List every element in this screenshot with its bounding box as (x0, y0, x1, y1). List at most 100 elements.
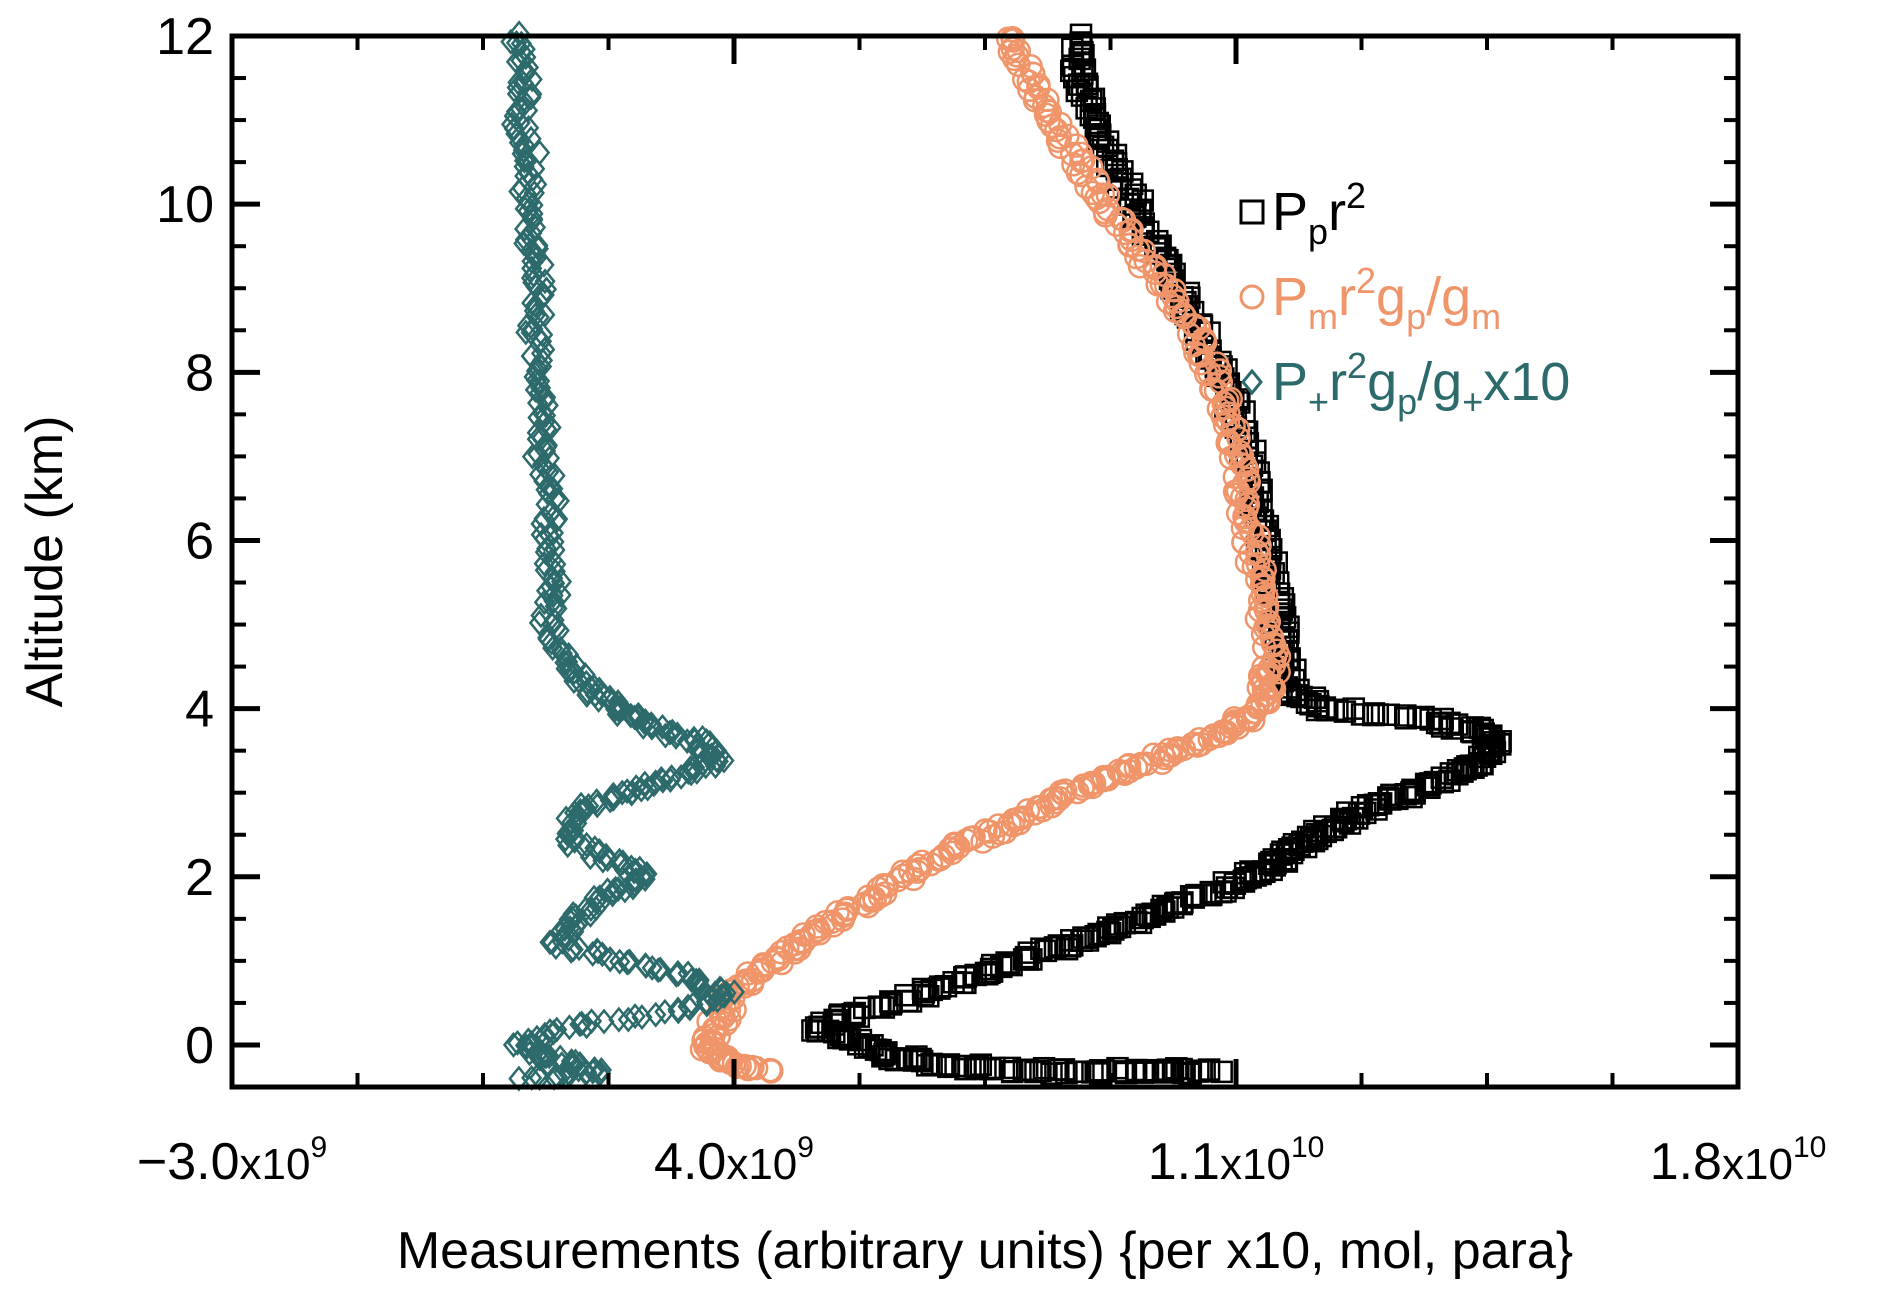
y-tick-label: 8 (185, 344, 214, 402)
data-point (616, 778, 638, 805)
data-point (951, 971, 974, 994)
data-point (518, 1040, 541, 1067)
data-point (576, 682, 598, 708)
data-point (520, 84, 542, 111)
data-point (1416, 773, 1439, 797)
data-point (682, 991, 704, 1018)
data-point (540, 629, 563, 656)
data-point (695, 988, 718, 1015)
plot-frame (229, 33, 1741, 1090)
data-point (1229, 484, 1255, 510)
data-point (998, 1056, 1022, 1080)
legend-label-part: 2 (1347, 345, 1367, 386)
x-tick-exponent: 10 (1291, 1131, 1324, 1164)
legend-label-part: + (1462, 381, 1483, 422)
data-point (1102, 918, 1125, 941)
data-point (534, 402, 557, 429)
data-point (1089, 123, 1112, 146)
x-tick-times: x10 (240, 1140, 311, 1189)
data-point (620, 702, 642, 729)
data-point (788, 928, 813, 954)
data-point (557, 832, 579, 859)
x-tick-exponent: 10 (1793, 1131, 1826, 1164)
data-marks (500, 20, 1512, 1092)
legend-label-part: P (1272, 352, 1308, 412)
data-point (624, 1003, 646, 1030)
data-point (608, 697, 630, 724)
data-point (532, 321, 554, 348)
legend-label-part: /g (1417, 352, 1462, 412)
data-point (560, 937, 582, 964)
data-point (1362, 703, 1385, 727)
data-point (851, 891, 877, 917)
x-tick-mantissa: 1.8 (1650, 1133, 1722, 1191)
y-tick-label: 2 (185, 849, 214, 907)
legend-label-part: p (1397, 381, 1417, 422)
legend-label-pp: Ppr2 (1272, 175, 1366, 252)
data-point (533, 251, 555, 278)
legend-label-part: P (1272, 267, 1308, 327)
data-point (592, 847, 614, 874)
data-point (873, 1042, 896, 1066)
data-point (1215, 876, 1239, 899)
data-point (705, 746, 728, 773)
data-point (649, 956, 671, 983)
data-point (645, 1001, 667, 1028)
data-point (1249, 564, 1274, 589)
series-pp (801, 23, 1512, 1085)
data-point (1145, 272, 1170, 297)
data-point (521, 443, 544, 470)
legend-label-pm: Pmr2gp/gm (1272, 260, 1501, 337)
data-point (627, 704, 649, 731)
data-point (937, 1055, 960, 1079)
data-point (1040, 1062, 1063, 1085)
data-point (1221, 413, 1246, 439)
data-point (543, 607, 565, 634)
data-point (535, 1043, 557, 1070)
data-point (1002, 46, 1027, 72)
legend-marker-diamond (1241, 368, 1263, 396)
data-point (1127, 253, 1153, 279)
data-point (529, 374, 552, 401)
data-point (666, 721, 688, 748)
data-point (608, 1006, 630, 1033)
data-point (1015, 1058, 1039, 1082)
data-point (524, 292, 547, 319)
data-point (1065, 779, 1090, 805)
data-point (609, 948, 631, 975)
data-point (1266, 659, 1291, 685)
legend-label-part: g (1376, 267, 1406, 327)
data-point (542, 519, 565, 546)
y-tick-label: 12 (156, 8, 214, 66)
data-point (901, 866, 926, 892)
legend-marker-circle (1239, 284, 1265, 310)
data-point (1104, 212, 1129, 237)
data-point (659, 767, 681, 794)
data-point (911, 983, 935, 1007)
legend-label-part: p (1406, 296, 1426, 337)
data-point (871, 1045, 894, 1068)
data-point (686, 758, 708, 785)
x-tick-label: 1.8x1010 (1650, 1131, 1827, 1191)
legend-label-pplus: P+r2gp/g+x10 (1272, 345, 1570, 422)
x-tick-times: x10 (726, 1140, 797, 1189)
data-point (979, 957, 1003, 981)
data-point (869, 995, 892, 1019)
data-point (1112, 220, 1138, 246)
data-point (1079, 89, 1103, 113)
x-axis-label: Measurements (arbitrary units) {per x10,… (397, 1222, 1573, 1280)
data-point (743, 1055, 769, 1081)
data-point (507, 69, 529, 96)
data-point (582, 1058, 604, 1085)
data-point (508, 1065, 530, 1092)
data-point (637, 775, 659, 802)
data-point (618, 948, 641, 975)
data-point (625, 866, 647, 893)
data-point (558, 926, 580, 953)
legend-label-part: x10 (1483, 352, 1570, 412)
axis-ticks (229, 33, 1741, 1087)
data-point (1212, 412, 1238, 438)
data-point (1084, 924, 1107, 948)
y-tick-label: 0 (185, 1017, 214, 1075)
data-point (512, 87, 535, 114)
